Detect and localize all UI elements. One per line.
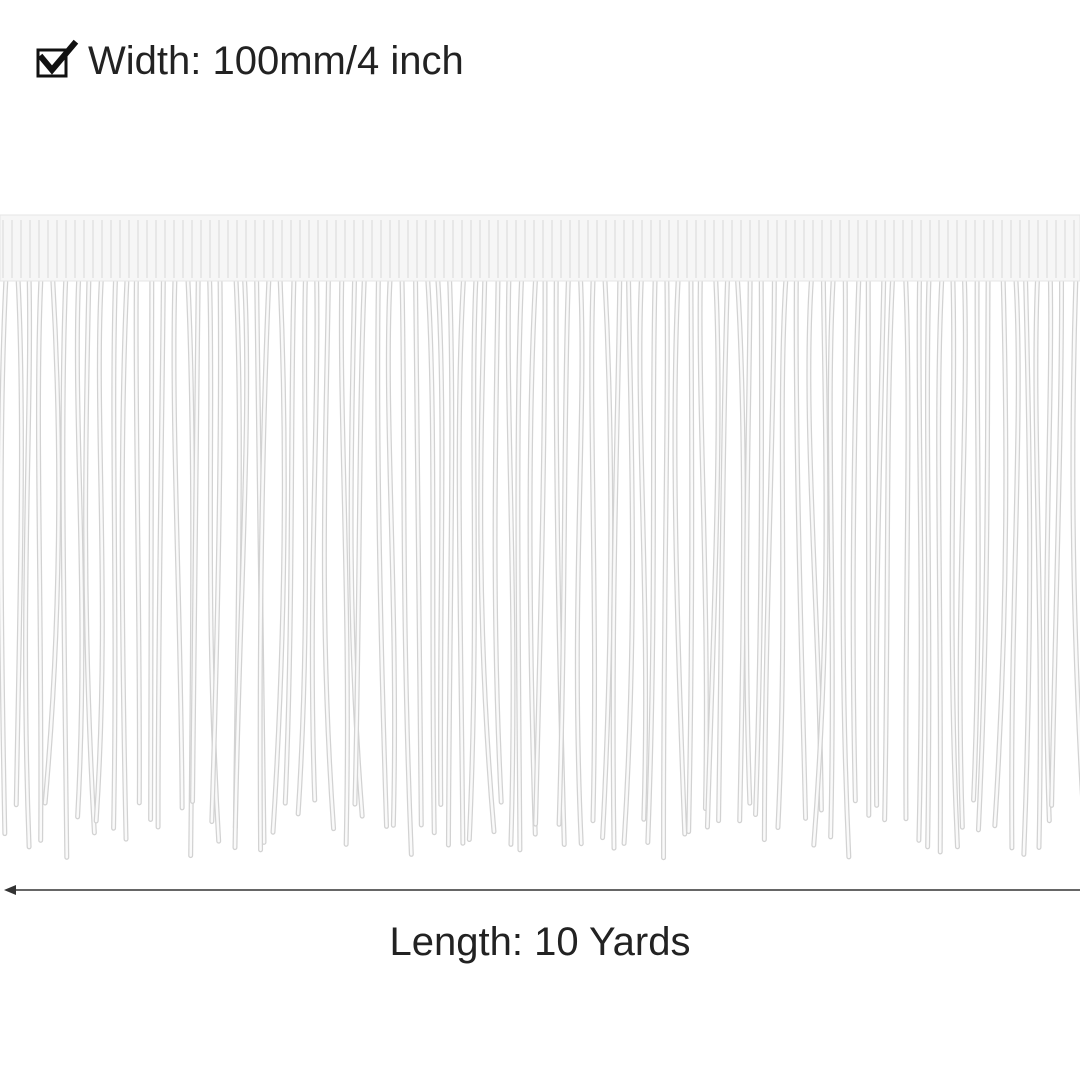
strand xyxy=(977,276,990,832)
strand xyxy=(94,276,104,823)
strand xyxy=(507,276,515,846)
strand xyxy=(874,276,886,807)
strand xyxy=(972,276,980,802)
strand xyxy=(76,276,84,819)
strand xyxy=(904,276,910,820)
strand xyxy=(134,276,141,805)
strand xyxy=(24,276,31,849)
strand xyxy=(468,276,478,841)
strand xyxy=(763,276,776,841)
strand xyxy=(353,276,366,806)
strand xyxy=(387,276,396,827)
strand xyxy=(340,276,349,846)
strand xyxy=(156,276,165,829)
strand xyxy=(210,276,222,823)
checkbox xyxy=(36,48,68,78)
strand xyxy=(662,276,669,859)
strand xyxy=(323,276,335,830)
strand xyxy=(776,276,788,829)
strand xyxy=(1050,276,1063,807)
strand xyxy=(926,276,931,849)
strand xyxy=(447,276,454,847)
strand xyxy=(120,276,129,841)
strand xyxy=(493,276,503,804)
strand xyxy=(191,276,200,803)
strand xyxy=(794,276,807,820)
strand xyxy=(149,276,154,821)
strand xyxy=(534,276,547,826)
strand xyxy=(601,276,613,839)
fringe-band xyxy=(0,214,1080,282)
strand xyxy=(1034,276,1042,849)
width-label: Width: 100mm/4 inch xyxy=(88,39,464,83)
strand xyxy=(736,276,745,823)
fringe-strands xyxy=(0,275,1080,861)
check-mark xyxy=(37,39,79,75)
strand xyxy=(917,276,923,842)
strand xyxy=(937,276,944,854)
strand xyxy=(950,276,959,849)
strand xyxy=(812,276,828,847)
strand xyxy=(828,276,835,839)
strand xyxy=(622,276,634,845)
strand xyxy=(851,276,861,803)
strand xyxy=(84,276,96,835)
strand xyxy=(376,276,388,828)
strand xyxy=(745,276,752,805)
strand xyxy=(258,276,271,852)
strand xyxy=(646,276,657,844)
strand xyxy=(414,276,423,827)
strand xyxy=(883,276,894,821)
strand xyxy=(479,276,496,833)
strand xyxy=(43,276,60,805)
strand xyxy=(37,276,43,842)
strand xyxy=(1045,276,1052,822)
strand xyxy=(706,276,720,829)
strand xyxy=(993,276,1008,827)
strand xyxy=(296,276,307,816)
strand xyxy=(0,276,8,835)
strand xyxy=(436,276,444,806)
strand xyxy=(754,276,763,816)
band-texture xyxy=(2,220,1075,278)
strand xyxy=(611,276,622,850)
strand xyxy=(400,276,413,856)
strand xyxy=(233,276,248,849)
strand xyxy=(516,276,523,852)
strand xyxy=(457,276,465,845)
strand xyxy=(687,276,694,833)
strand xyxy=(673,276,686,836)
strand xyxy=(528,276,537,836)
strand xyxy=(1010,276,1020,850)
strand xyxy=(271,276,286,834)
strand xyxy=(14,276,23,806)
strand xyxy=(426,276,436,834)
strand xyxy=(1022,276,1031,856)
strand xyxy=(841,276,851,859)
strand xyxy=(576,276,584,845)
length-label: Length: 10 Yards xyxy=(390,920,691,964)
strand xyxy=(172,276,184,810)
strand xyxy=(958,276,967,829)
strand xyxy=(112,276,117,830)
strand xyxy=(61,276,69,859)
strand xyxy=(557,276,570,826)
strand xyxy=(638,276,647,821)
strand xyxy=(311,276,319,802)
strand xyxy=(284,276,296,805)
strand xyxy=(698,276,708,810)
strand xyxy=(590,276,596,822)
length-arrow-head xyxy=(4,885,16,895)
strand xyxy=(717,276,729,822)
strand xyxy=(866,276,871,817)
